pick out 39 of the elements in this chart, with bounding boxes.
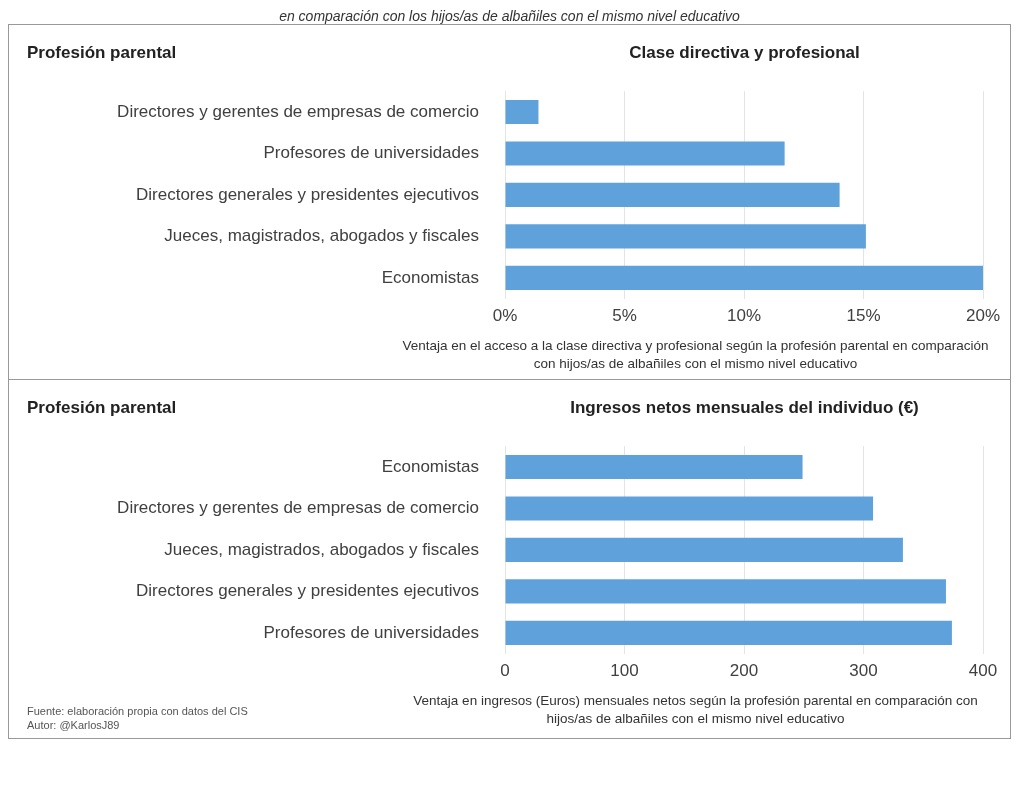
x-tick-label: 200 [729,661,759,681]
bar [505,182,840,207]
y-tick-label: Directores generales y presidentes ejecutivos [135,184,479,204]
bar [505,141,785,166]
y-tick-label: Directores y gerentes de empresas de comercio [117,498,479,518]
bar [505,496,874,521]
y-tick-label: Directores y gerentes de empresas de comercio [117,101,479,121]
bar [505,99,539,124]
x-tick-label: 15% [846,306,881,326]
y-axis-title: Profesión parental [26,43,178,63]
y-tick-label: Profesores de universidades [263,622,479,642]
y-tick-label: Jueces, magistrados, abogados y fiscales [164,539,479,559]
y-tick-label: Economistas [381,456,479,476]
x-axis-title: Ventaja en el acceso a la clase directiva y profesional según la profesión parental en comparación con hijos/as de albañiles con el mismo nivel educativo [401,337,990,373]
x-tick-label: 0% [492,306,518,326]
chart-title: Ingresos netos mensuales del individuo (€) [569,398,920,418]
bar [505,537,903,562]
x-tick-label: 5% [612,306,637,326]
y-tick-label: Jueces, magistrados, abogados y fiscales [164,226,479,246]
x-tick-label: 20% [965,306,1001,326]
bar [505,620,952,645]
x-axis-title: Ventaja en ingresos (Euros) mensuales netos según la profesión parental en comparación con hijos/as de albañiles con el mismo nivel educativo [412,692,979,728]
chart-title: Clase directiva y profesional [628,43,861,63]
chart-subtitle: en comparación con los hijos/as de albañiles con el mismo nivel educativo [278,8,741,24]
y-tick-label: Economistas [381,267,479,287]
bar [505,454,803,479]
y-tick-label: Directores generales y presidentes ejecutivos [135,581,479,601]
y-tick-label: Profesores de universidades [263,143,479,163]
bar [505,224,866,249]
bar [505,265,983,290]
x-tick-label: 0 [500,661,510,681]
x-tick-label: 300 [849,661,878,681]
text: Autor: @KarlosJ89 [27,718,121,732]
x-tick-label: 400 [968,661,998,681]
x-tick-label: 10% [726,306,762,326]
x-tick-label: 100 [610,661,639,681]
y-axis-title: Profesión parental [26,398,178,418]
source-note: Fuente: elaboración propia con datos del CIS [27,704,249,718]
bar [505,579,946,604]
